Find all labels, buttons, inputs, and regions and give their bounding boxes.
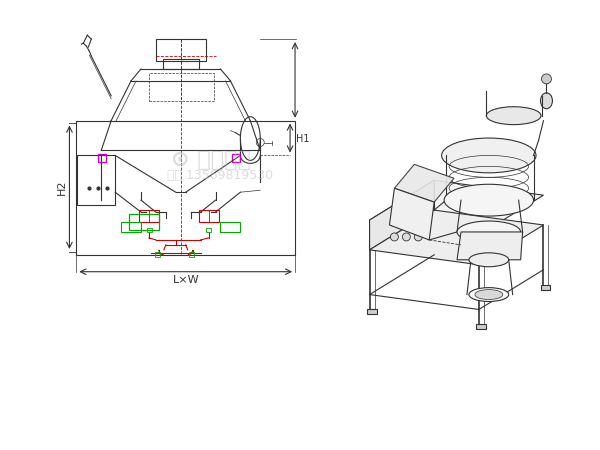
Polygon shape xyxy=(370,180,434,250)
Ellipse shape xyxy=(442,138,536,173)
Bar xyxy=(139,210,159,222)
Bar xyxy=(121,222,141,232)
Ellipse shape xyxy=(541,93,553,109)
Text: H2: H2 xyxy=(56,180,67,195)
Ellipse shape xyxy=(414,233,422,241)
Ellipse shape xyxy=(403,233,410,241)
Bar xyxy=(98,154,106,162)
Text: ⊙ 国盛机械: ⊙ 国盛机械 xyxy=(170,150,250,171)
Polygon shape xyxy=(370,180,544,235)
Bar xyxy=(129,214,159,230)
Ellipse shape xyxy=(457,221,521,243)
Bar xyxy=(232,154,241,162)
Bar xyxy=(206,228,211,232)
Bar xyxy=(163,59,199,69)
Bar xyxy=(149,73,214,101)
Ellipse shape xyxy=(487,107,541,125)
Bar xyxy=(155,252,160,257)
Bar xyxy=(77,155,115,205)
Ellipse shape xyxy=(469,253,509,267)
Bar xyxy=(476,324,486,329)
Ellipse shape xyxy=(475,290,503,300)
Bar xyxy=(199,210,218,222)
Bar xyxy=(76,121,295,255)
Bar xyxy=(541,285,550,290)
Ellipse shape xyxy=(469,288,509,302)
Polygon shape xyxy=(370,210,544,265)
Ellipse shape xyxy=(391,233,398,241)
Bar xyxy=(188,252,194,257)
Bar xyxy=(147,228,152,232)
Text: H1: H1 xyxy=(296,134,310,144)
Text: 国盛 13569819530: 国盛 13569819530 xyxy=(167,169,274,182)
Polygon shape xyxy=(457,232,523,260)
Bar xyxy=(220,222,241,232)
Polygon shape xyxy=(389,188,434,240)
Ellipse shape xyxy=(444,184,533,216)
Bar xyxy=(367,310,377,315)
Text: L×W: L×W xyxy=(172,274,199,285)
Ellipse shape xyxy=(542,74,551,84)
Bar xyxy=(156,39,206,61)
Polygon shape xyxy=(394,164,454,202)
